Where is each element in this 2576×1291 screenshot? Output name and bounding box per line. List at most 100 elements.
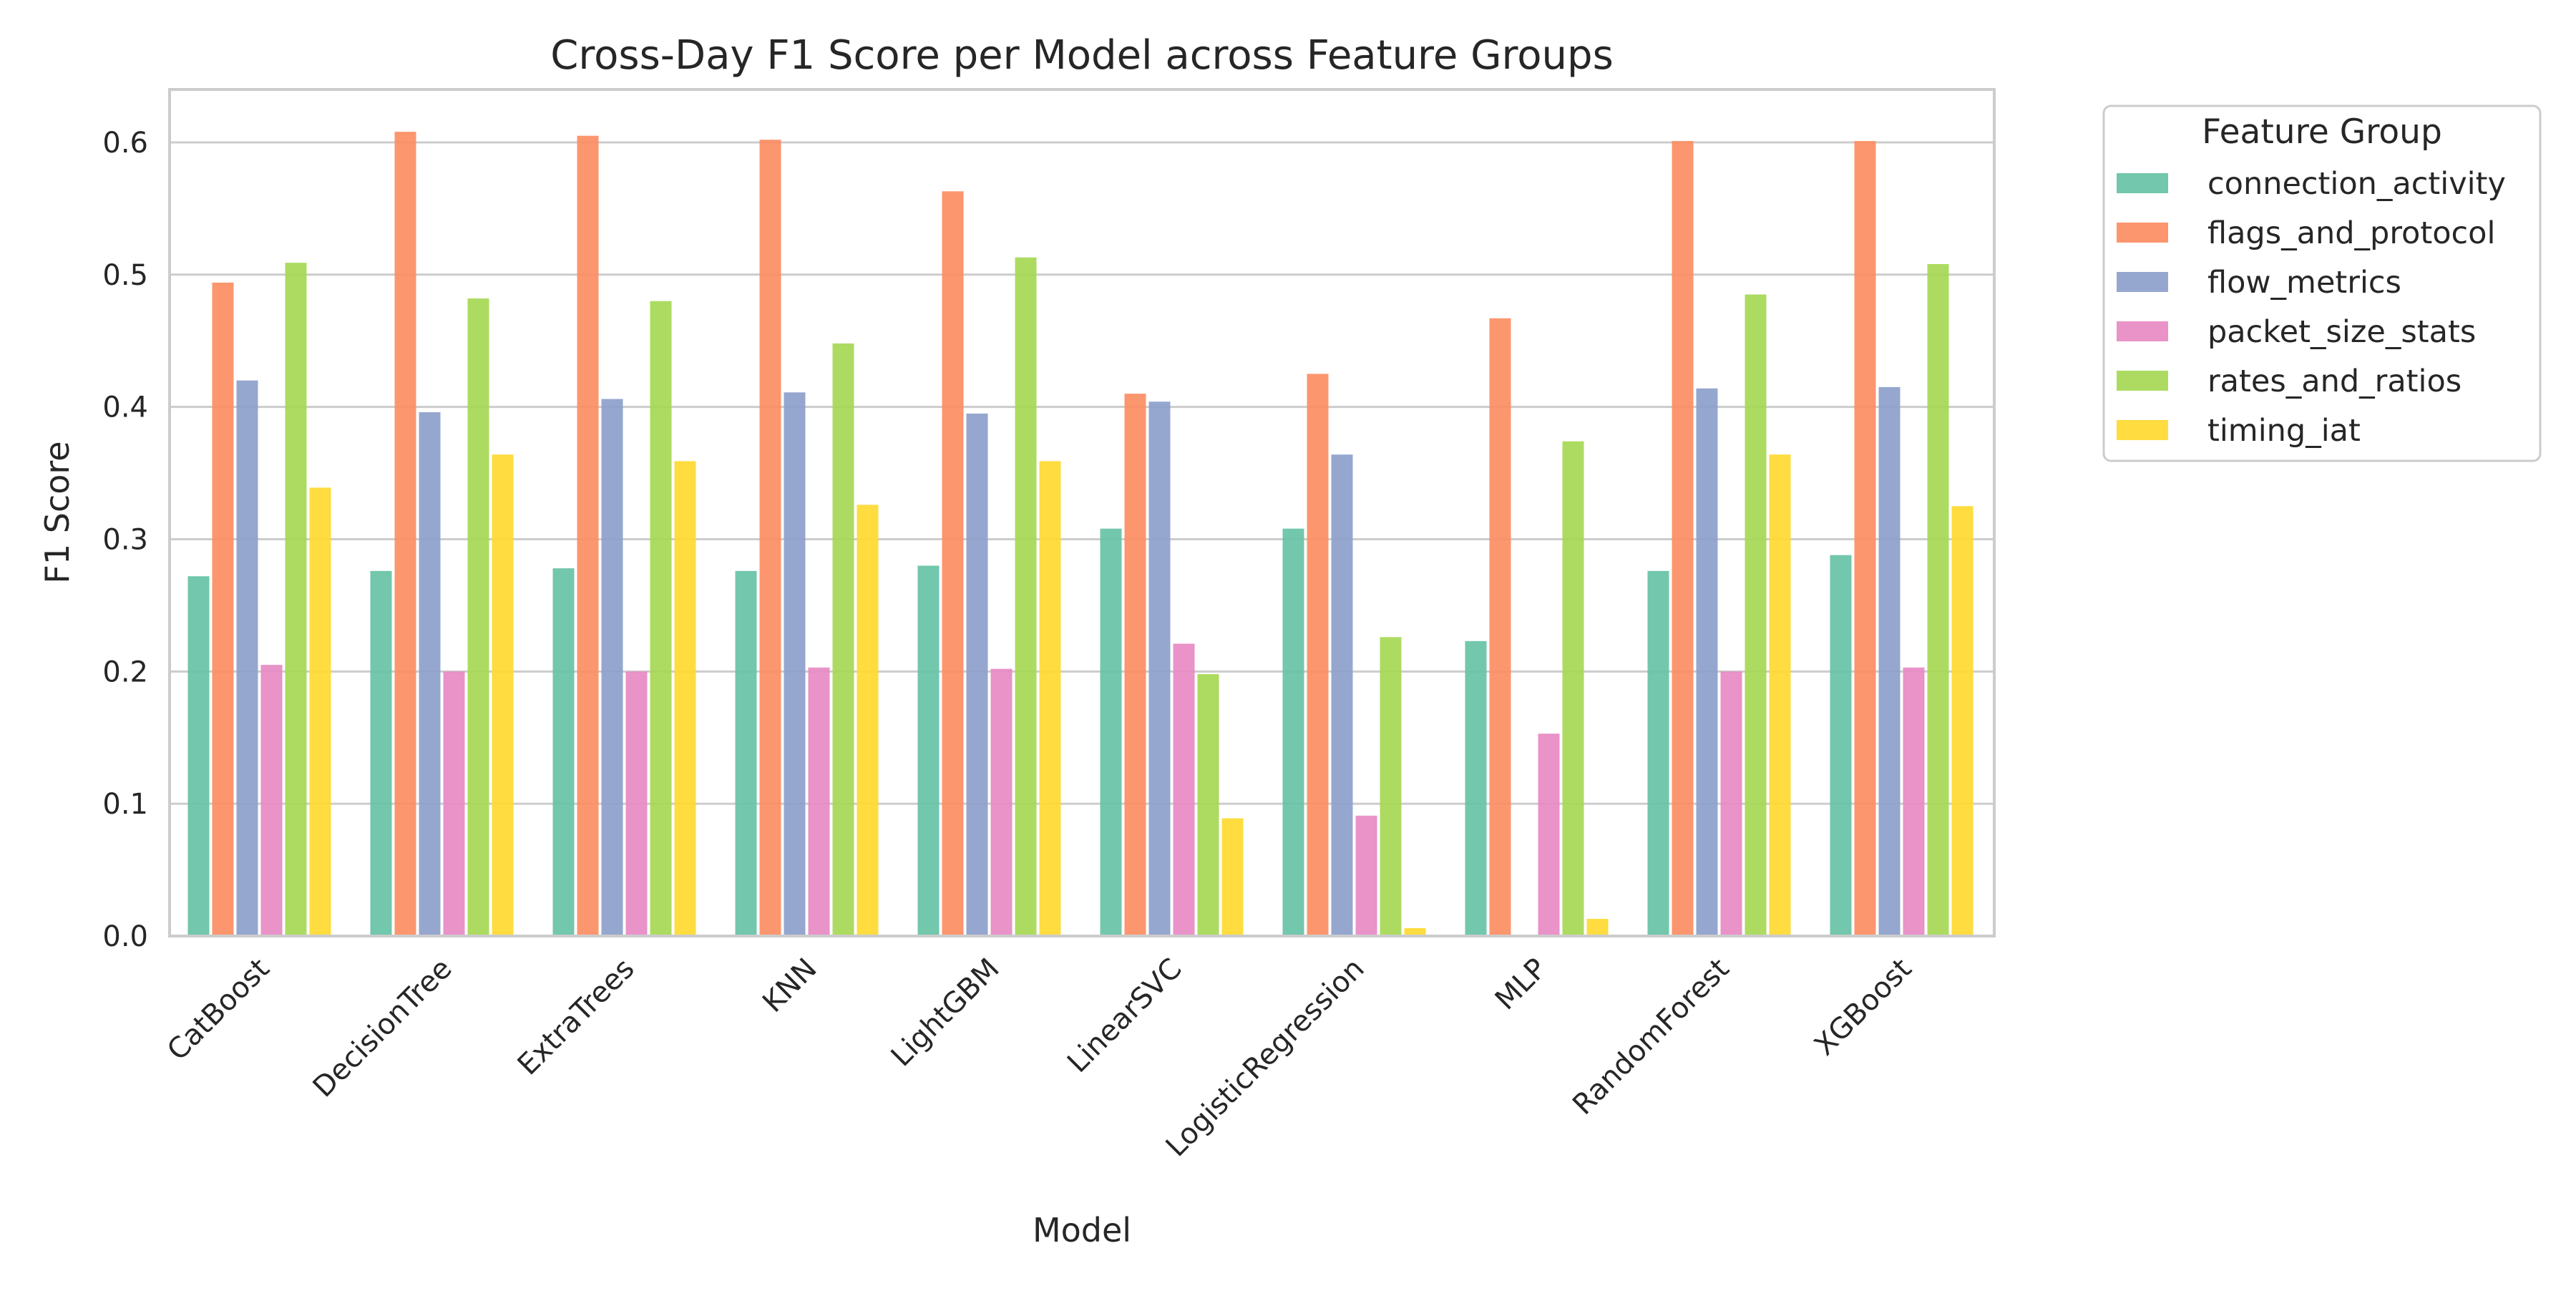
bar-connection-activity [370, 570, 392, 936]
bar-packet-size-stats [1355, 815, 1377, 936]
bar-flags-and-protocol [1307, 374, 1329, 936]
bar-timing-iat [309, 487, 331, 936]
y-tick-label: 0.2 [102, 656, 148, 688]
y-tick-label: 0.5 [102, 259, 148, 292]
bar-rates-and-ratios [832, 343, 854, 936]
bar-connection-activity [1647, 570, 1669, 936]
x-tick-label: LogisticRegression [1160, 953, 1371, 1164]
bar-flow-metrics [601, 399, 623, 936]
legend-swatch [2117, 420, 2168, 440]
bar-rates-and-ratios [285, 263, 307, 936]
bar-flags-and-protocol [1672, 141, 1694, 936]
bar-packet-size-stats [260, 665, 283, 936]
x-tick-label: RandomForest [1566, 953, 1735, 1121]
bar-flow-metrics [1148, 401, 1171, 936]
x-tick-label: MLP [1489, 953, 1553, 1017]
bar-flags-and-protocol [1854, 141, 1876, 936]
bar-connection-activity [735, 570, 757, 936]
bar-rates-and-ratios [1197, 674, 1219, 936]
bar-rates-and-ratios [1562, 441, 1584, 936]
bar-flow-metrics [236, 380, 258, 936]
legend-swatch [2117, 321, 2168, 341]
x-axis-title: Model [1033, 1211, 1131, 1249]
bar-flags-and-protocol [394, 132, 416, 936]
legend-label: rates_and_ratios [2207, 364, 2462, 399]
x-tick-label: CatBoost [161, 953, 276, 1068]
bar-packet-size-stats [1903, 667, 1925, 936]
bar-connection-activity [1100, 528, 1122, 936]
bar-packet-size-stats [625, 671, 648, 936]
bar-flags-and-protocol [212, 282, 234, 936]
bar-timing-iat [1951, 506, 1974, 936]
bar-packet-size-stats [443, 671, 465, 936]
bar-packet-size-stats [990, 668, 1013, 936]
bar-timing-iat [1586, 918, 1609, 936]
bar-connection-activity [187, 576, 210, 936]
x-tick-label: DecisionTree [307, 953, 459, 1104]
legend-swatch [2117, 223, 2168, 243]
bar-flags-and-protocol [759, 140, 781, 937]
chart-title: Cross-Day F1 Score per Model across Feat… [550, 32, 1614, 79]
legend-label: connection_activity [2207, 166, 2506, 202]
y-tick-label: 0.3 [102, 523, 148, 556]
plot-frame [168, 88, 1996, 937]
legend-label: flags_and_protocol [2207, 215, 2495, 251]
bar-rates-and-ratios [1927, 263, 1949, 936]
legend-label: packet_size_stats [2207, 314, 2476, 350]
bar-timing-iat [857, 505, 879, 936]
bar-connection-activity [917, 565, 940, 936]
bar-timing-iat [674, 461, 696, 936]
bar-flow-metrics [966, 413, 988, 936]
legend-swatch [2117, 371, 2168, 391]
x-axis-ticks: CatBoost DecisionTree ExtraTrees KNN LightGB… [161, 953, 1918, 1164]
bar-flags-and-protocol [577, 135, 599, 936]
bar-connection-activity [1282, 528, 1304, 936]
legend-frame [2102, 104, 2542, 462]
x-tick-label: LightGBM [885, 953, 1006, 1073]
y-tick-label: 0.0 [102, 920, 148, 953]
bar-flags-and-protocol [1124, 394, 1146, 936]
bar-flow-metrics [419, 412, 441, 936]
bar-packet-size-stats [1173, 643, 1195, 936]
x-tick-label: ExtraTrees [512, 953, 641, 1082]
bar-packet-size-stats [1538, 734, 1560, 936]
legend: Feature Group connection_activity flags_a… [2102, 104, 2542, 462]
y-tick-label: 0.4 [102, 391, 148, 424]
y-tick-label: 0.6 [102, 127, 148, 160]
legend-swatch [2117, 272, 2168, 292]
bar-connection-activity [552, 568, 575, 936]
x-tick-label: XGBoost [1808, 953, 1918, 1063]
bar-flow-metrics [1331, 454, 1353, 936]
bar-timing-iat [1404, 927, 1426, 936]
bar-flow-metrics [1878, 386, 1901, 936]
bar-rates-and-ratios [650, 301, 672, 936]
bar-flow-metrics [784, 392, 806, 936]
legend-title: Feature Group [2202, 112, 2442, 152]
bar-flow-metrics [1696, 388, 1718, 936]
bar-timing-iat [1039, 461, 1061, 936]
bar-connection-activity [1465, 640, 1487, 936]
bar-rates-and-ratios [1380, 637, 1402, 936]
y-tick-label: 0.1 [102, 788, 148, 821]
bar-timing-iat [1221, 818, 1244, 936]
bar-packet-size-stats [808, 667, 830, 936]
bar-timing-iat [1769, 454, 1791, 936]
bar-flags-and-protocol [942, 191, 964, 936]
bar-connection-activity [1830, 555, 1852, 936]
bar-rates-and-ratios [467, 298, 489, 937]
bars [187, 132, 1974, 937]
legend-label: flow_metrics [2207, 265, 2401, 301]
y-axis-title: F1 Score [38, 441, 77, 583]
bar-rates-and-ratios [1015, 257, 1037, 936]
bar-rates-and-ratios [1745, 294, 1767, 936]
bar-packet-size-stats [1720, 671, 1742, 936]
bar-timing-iat [492, 454, 514, 936]
legend-label: timing_iat [2207, 413, 2361, 449]
y-axis-ticks: 0.0 0.1 0.2 0.3 0.4 0.5 0.6 [102, 127, 148, 953]
bar-flags-and-protocol [1489, 318, 1511, 937]
x-tick-label: KNN [756, 953, 823, 1019]
legend-swatch [2117, 173, 2168, 193]
x-tick-label: LinearSVC [1061, 953, 1188, 1079]
